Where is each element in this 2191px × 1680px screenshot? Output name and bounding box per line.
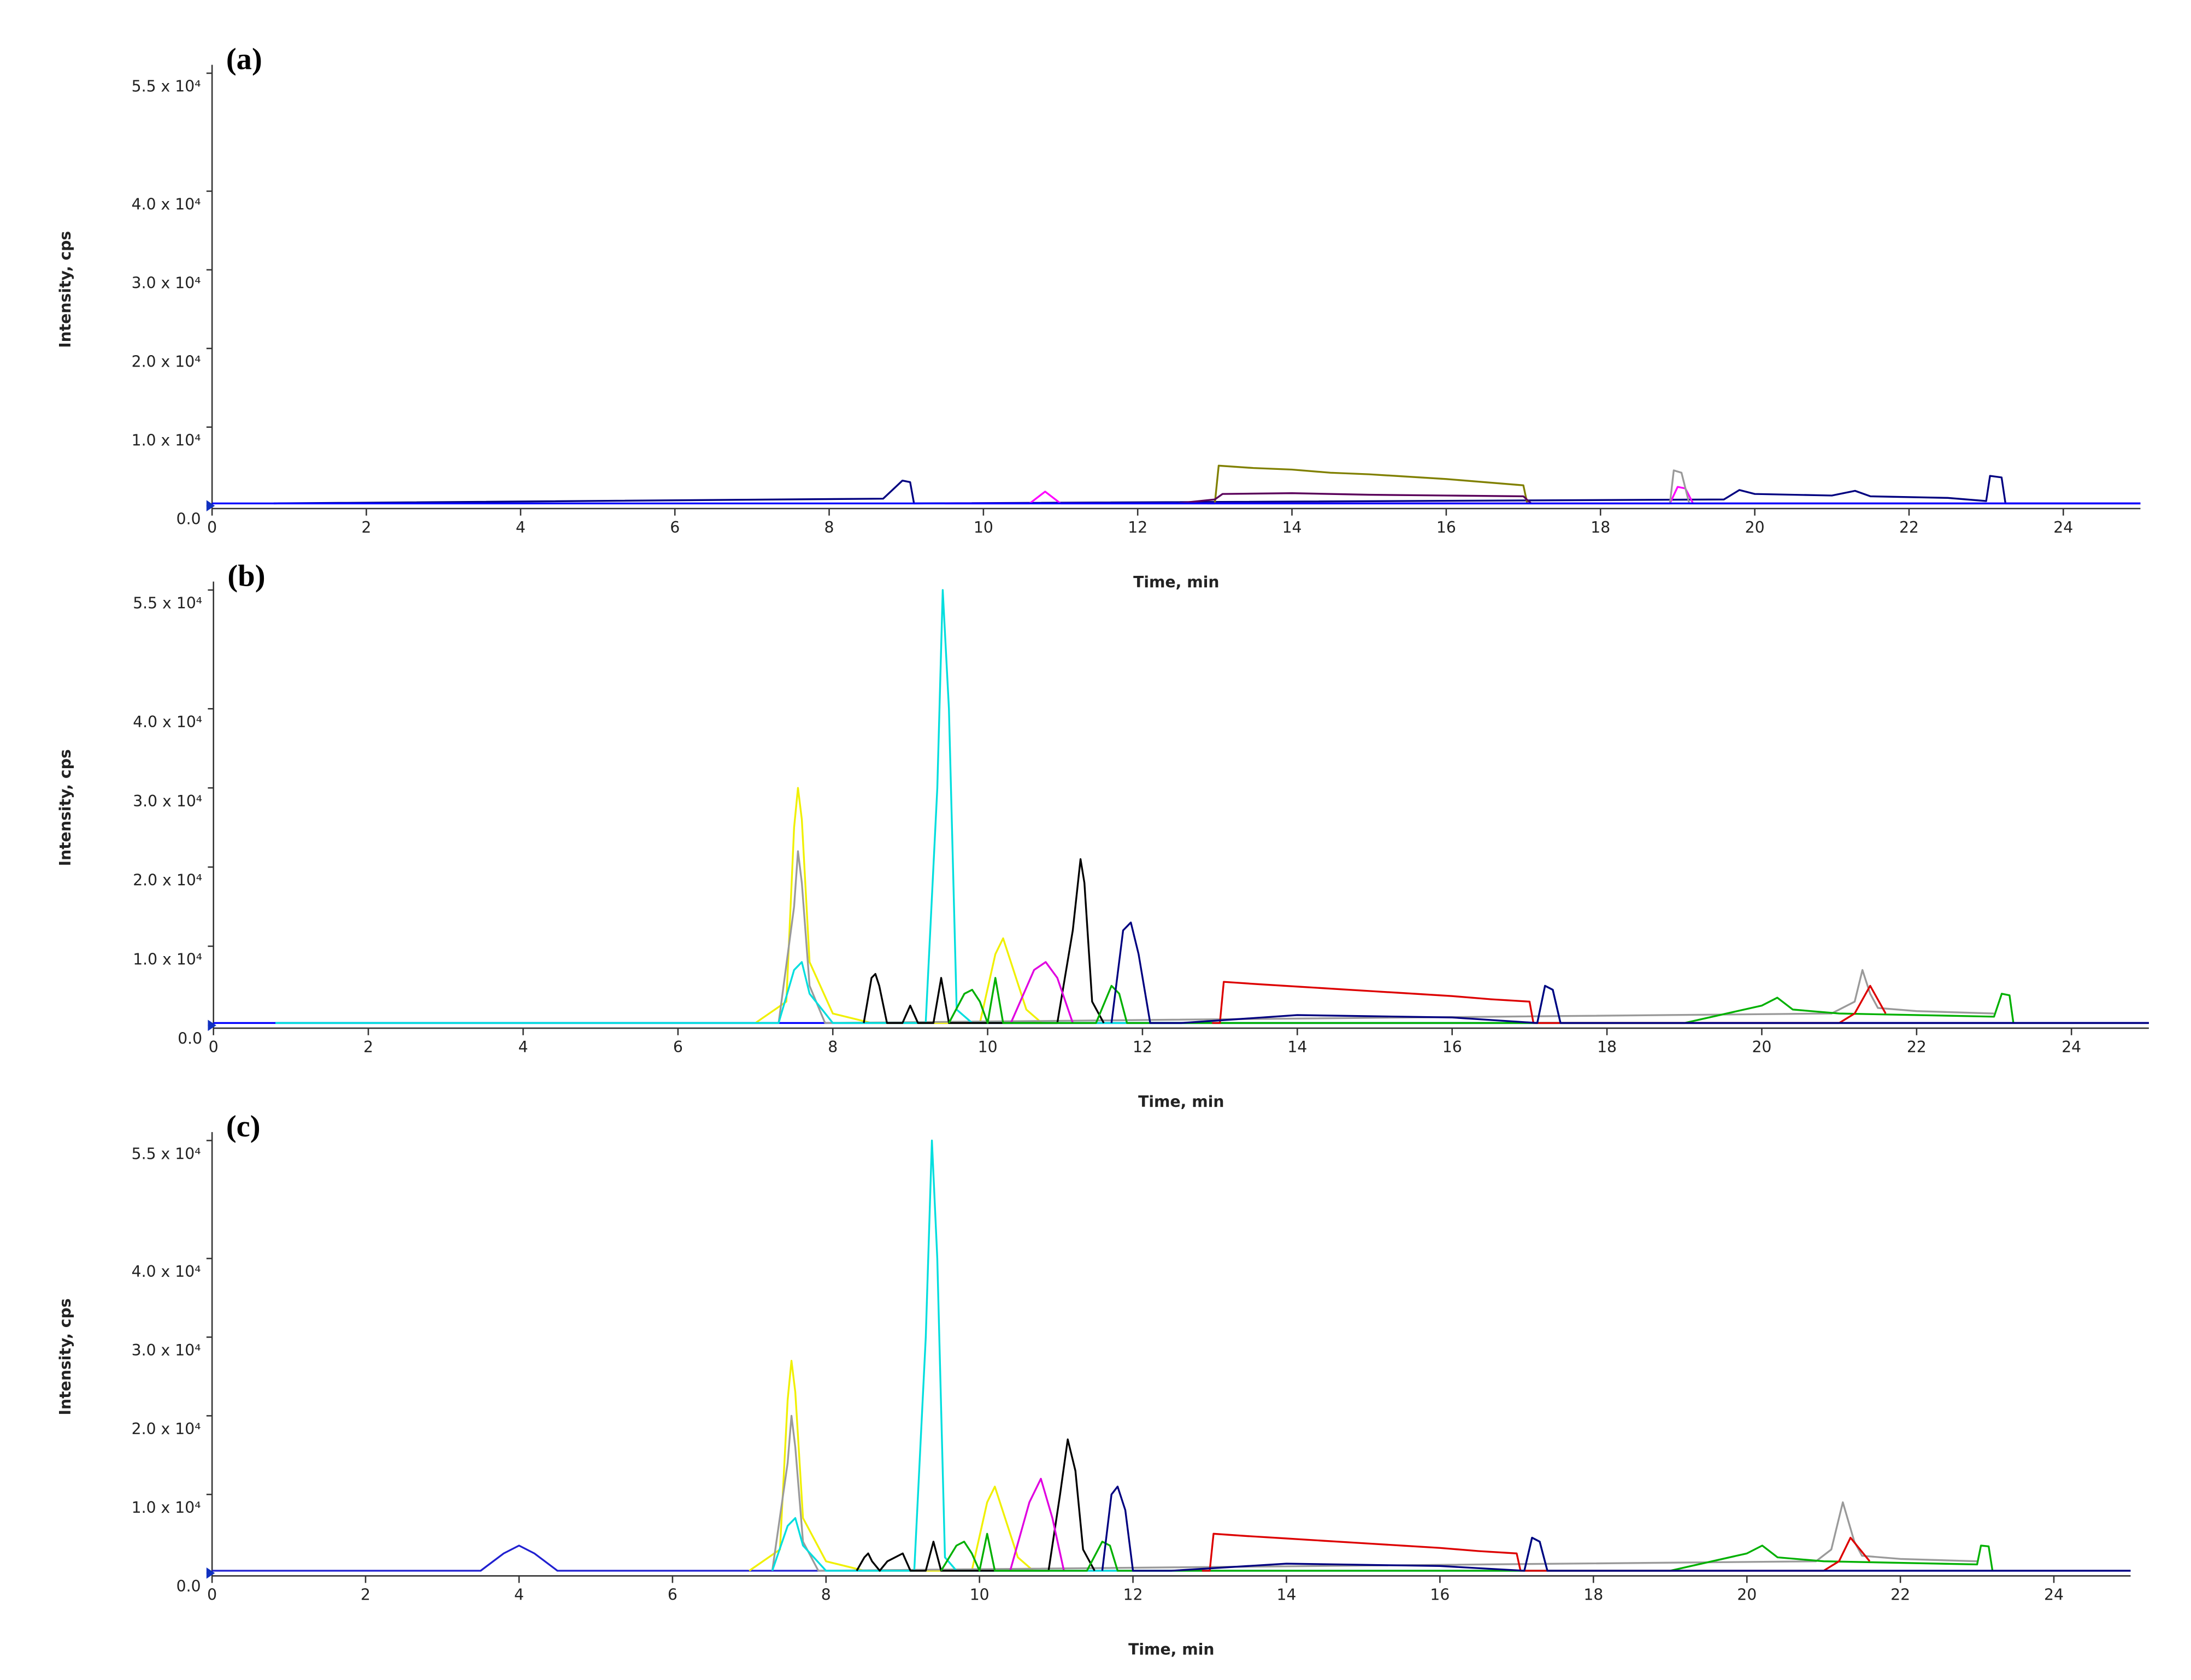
x-tick-label: 14 (1287, 1038, 1307, 1056)
x-tick-label: 14 (1282, 518, 1302, 537)
x-tick-label: 16 (1436, 518, 1456, 537)
x-tick-label: 8 (821, 1585, 831, 1604)
x-tick-label: 10 (974, 518, 993, 537)
origin-marker (206, 1567, 215, 1579)
trace (212, 1545, 2131, 1572)
trace (778, 850, 1994, 1024)
trace (1207, 464, 1528, 505)
x-axis-title: Time, min (1133, 573, 1219, 591)
x-tick-label: 18 (1597, 1038, 1617, 1056)
trace (771, 1414, 1977, 1572)
y-tick-label: 1.0 x 10⁴ (132, 1499, 201, 1517)
y-tick-label: 2.0 x 10⁴ (132, 353, 201, 371)
x-axis-title: Time, min (1138, 1093, 1224, 1111)
y-tick-label: 2.0 x 10⁴ (132, 1420, 201, 1438)
y-tick-label: 1.0 x 10⁴ (133, 951, 202, 969)
y-axis-title: Intensity, cps (56, 231, 74, 348)
trace (1009, 1477, 1065, 1571)
x-tick-label: 16 (1430, 1585, 1450, 1604)
trace (771, 1139, 1548, 1572)
y-tick-label: 4.0 x 10⁴ (133, 713, 202, 731)
x-tick-label: 24 (2044, 1585, 2064, 1604)
y-tick-label: 0.0 (176, 1577, 201, 1595)
trace (863, 858, 1105, 1024)
x-tick-label: 12 (1133, 1038, 1152, 1056)
y-tick-label: 1.0 x 10⁴ (132, 431, 201, 449)
x-tick-label: 22 (1907, 1038, 1927, 1056)
trace (1101, 1486, 2131, 1572)
x-tick-label: 4 (514, 1585, 524, 1604)
trace (948, 977, 2015, 1024)
x-axis-title: Time, min (1128, 1641, 1214, 1659)
x-tick-label: 14 (1277, 1585, 1297, 1604)
x-tick-label: 16 (1442, 1038, 1462, 1056)
trace (856, 1438, 1096, 1572)
x-tick-label: 20 (1745, 518, 1765, 537)
y-tick-label: 3.0 x 10⁴ (132, 274, 201, 292)
trace (1010, 961, 1074, 1024)
trace (274, 475, 2141, 505)
trace (749, 1359, 1034, 1572)
x-tick-label: 20 (1752, 1038, 1771, 1056)
x-tick-label: 12 (1123, 1585, 1143, 1604)
y-tick-label: 0.0 (178, 1030, 202, 1048)
y-tick-label: 5.5 x 10⁴ (132, 1145, 201, 1163)
panel-label: (b) (227, 559, 265, 593)
x-tick-label: 10 (978, 1038, 998, 1056)
x-tick-label: 8 (828, 1038, 838, 1056)
x-tick-label: 0 (209, 1038, 219, 1056)
y-tick-label: 3.0 x 10⁴ (133, 792, 202, 810)
x-tick-label: 4 (516, 518, 526, 537)
x-tick-label: 18 (1583, 1585, 1603, 1604)
x-tick-label: 6 (670, 518, 680, 537)
x-tick-label: 6 (673, 1038, 683, 1056)
trace (1212, 981, 1887, 1024)
x-tick-label: 2 (363, 1038, 373, 1056)
y-tick-label: 4.0 x 10⁴ (132, 1263, 201, 1281)
y-tick-label: 0.0 (176, 510, 201, 528)
y-tick-label: 5.5 x 10⁴ (132, 78, 201, 96)
x-tick-label: 4 (518, 1038, 528, 1056)
y-tick-label: 2.0 x 10⁴ (133, 871, 202, 889)
x-tick-label: 12 (1128, 518, 1147, 537)
trace (275, 589, 1562, 1024)
x-tick-label: 18 (1591, 518, 1610, 537)
x-tick-label: 20 (1737, 1585, 1757, 1604)
x-tick-label: 22 (1890, 1585, 1910, 1604)
x-tick-label: 0 (207, 518, 217, 537)
x-tick-label: 10 (970, 1585, 990, 1604)
x-tick-label: 2 (362, 518, 372, 537)
y-tick-label: 5.5 x 10⁴ (133, 594, 202, 612)
x-tick-label: 24 (2053, 518, 2073, 537)
panel-label: (c) (226, 1110, 261, 1143)
trace (1176, 492, 1532, 505)
origin-marker (208, 1019, 216, 1031)
trace (1110, 921, 2149, 1024)
y-axis-title: Intensity, cps (56, 749, 74, 866)
x-tick-label: 8 (824, 518, 834, 537)
y-tick-label: 3.0 x 10⁴ (132, 1341, 201, 1359)
y-tick-label: 4.0 x 10⁴ (132, 196, 201, 214)
trace (755, 787, 1043, 1024)
x-tick-label: 24 (2062, 1038, 2081, 1056)
x-tick-label: 0 (207, 1585, 217, 1604)
panel-label: (a) (226, 42, 262, 76)
origin-marker (206, 500, 215, 511)
x-tick-label: 2 (361, 1585, 370, 1604)
trace (1201, 1532, 1871, 1572)
x-tick-label: 22 (1899, 518, 1919, 537)
x-tick-label: 6 (668, 1585, 678, 1604)
y-axis-title: Intensity, cps (56, 1298, 74, 1415)
